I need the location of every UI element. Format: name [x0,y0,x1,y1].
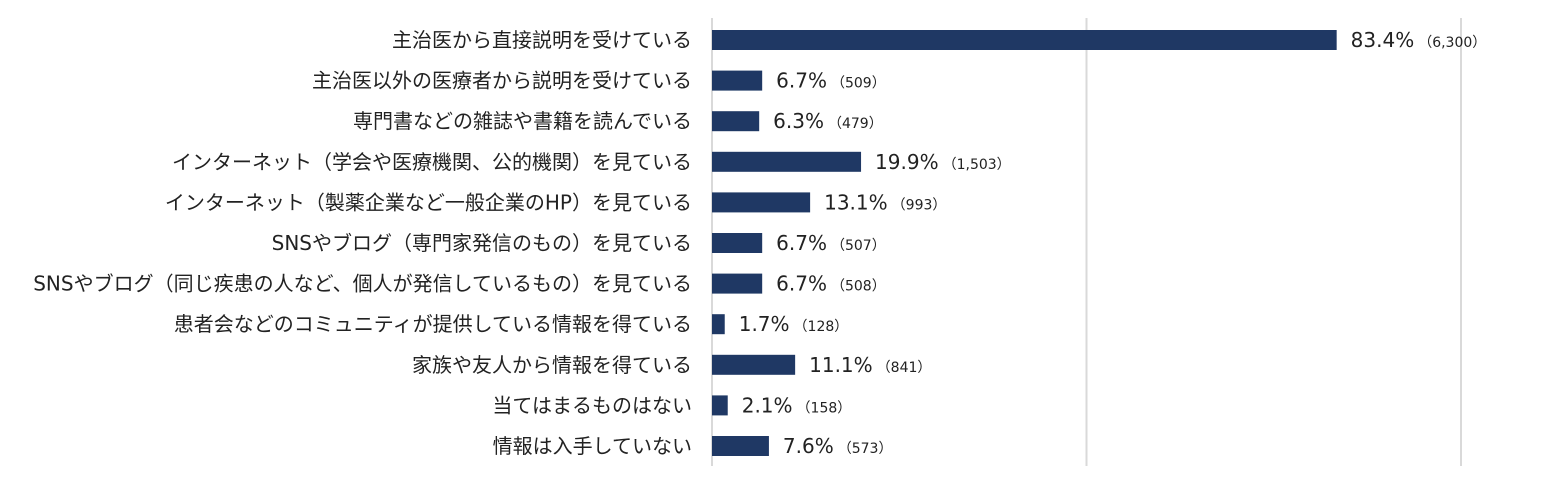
count-label-6: （508） [831,279,886,295]
category-label-1: 主治医以外の医療者から説明を受けている [312,69,692,93]
count-label-8: （841） [877,360,932,376]
value-label-0: 83.4% （6,300） [1351,28,1487,52]
count-label-3: （1,503） [943,157,1011,173]
value-label-4: 13.1% （993） [824,190,946,214]
count-label-7: （128） [794,319,849,335]
category-label-0: 主治医から直接説明を受けている [392,28,692,52]
count-label-4: （993） [892,197,947,213]
category-label-3: インターネット（学会や医療機関、公的機関）を見ている [172,150,692,174]
value-label-6: 6.7% （508） [776,272,886,296]
bar-6 [712,273,763,294]
bar-10 [712,436,769,456]
bar-4 [712,192,811,213]
count-label-5: （507） [831,238,886,254]
category-label-2: 専門書などの雑誌や書籍を読んでいる [353,109,692,133]
bar-9 [712,395,728,416]
value-label-8: 11.1% （841） [809,353,931,377]
count-label-0: （6,300） [1418,35,1486,51]
count-label-1: （509） [831,76,886,92]
category-label-4: インターネット（製薬企業など一般企業のHP）を見ている [165,190,692,214]
value-label-10: 7.6% （573） [783,434,893,458]
value-label-7: 1.7% （128） [739,312,849,336]
count-label-9: （158） [797,400,852,416]
category-label-9: 当てはまるものはない [492,393,692,417]
bar-layer [712,30,1337,456]
category-label-8: 家族や友人から情報を得ている [412,353,692,377]
count-label-10: （573） [838,441,893,457]
count-label-2: （479） [828,116,883,132]
value-label-9: 2.1% （158） [742,393,852,417]
value-label-3: 19.9% （1,503） [875,150,1011,174]
bar-3 [712,151,862,172]
category-label-6: SNSやブログ（同じ疾患の人など、個人が発信しているもの）を見ている [33,272,692,296]
bar-1 [712,70,763,91]
category-label-10: 情報は入手していない [493,434,692,458]
value-label-5: 6.7% （507） [776,231,886,255]
bar-7 [712,314,725,335]
bar-0 [712,30,1337,50]
category-label-7: 患者会などのコミュニティが提供している情報を得ている [174,312,692,336]
bar-8 [712,354,796,375]
value-label-1: 6.7% （509） [776,69,886,93]
bar-5 [712,233,763,253]
category-label-5: SNSやブログ（専門家発信のもの）を見ている [272,231,692,255]
bar-2 [712,111,760,132]
value-label-2: 6.3% （479） [773,109,883,133]
label-layer: 主治医から直接説明を受けている 83.4% （6,300） 主治医以外の医療者から説明… [33,28,1486,458]
